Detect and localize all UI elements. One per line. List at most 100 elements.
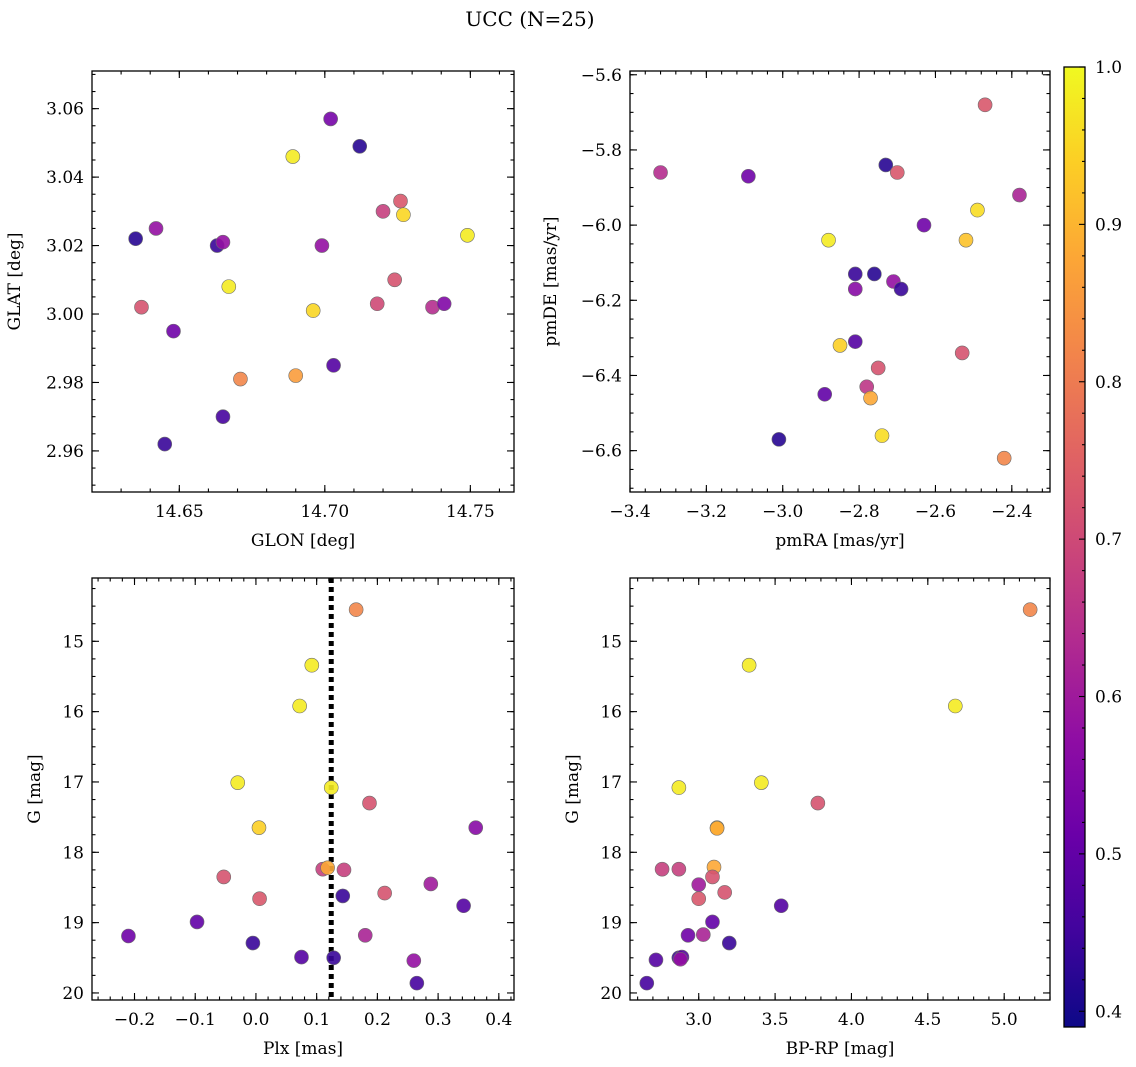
colorbar-gradient <box>1064 67 1085 1027</box>
data-point <box>436 296 452 312</box>
chart-title: UCC (N=25) <box>465 7 594 31</box>
plot-frame <box>629 70 1051 493</box>
data-point <box>977 97 993 113</box>
data-point <box>148 221 164 236</box>
data-point <box>721 935 737 951</box>
data-point <box>352 139 368 154</box>
data-point <box>948 698 963 714</box>
data-point <box>741 168 756 184</box>
data-point <box>375 204 391 219</box>
x-tick-label: 3.5 <box>762 1010 789 1030</box>
data-point <box>648 952 664 968</box>
x-axis-label: BP-RP [mag] <box>786 1039 895 1059</box>
data-point <box>323 780 339 795</box>
x-tick-label: 14.65 <box>155 502 204 522</box>
y-tick-label: 3.02 <box>46 237 84 257</box>
data-point <box>326 358 341 373</box>
data-point <box>705 869 720 885</box>
x-tick-label: −0.1 <box>175 1010 216 1030</box>
data-point <box>323 111 338 127</box>
data-point <box>717 885 732 900</box>
x-tick-label: 4.5 <box>914 1010 941 1030</box>
data-point <box>889 165 905 180</box>
y-tick-label: −6.0 <box>581 216 622 236</box>
data-point <box>406 953 422 968</box>
data-point <box>867 266 882 282</box>
panel-glon-glat: 14.65 14.70 14.75 2.96 2.98 3.00 3.02 3.04 3.06 G… <box>5 70 515 551</box>
y-tick-label: 17 <box>600 773 622 793</box>
x-axis-label: Plx [mas] <box>263 1039 343 1059</box>
data-point <box>166 323 181 339</box>
data-point <box>705 914 720 930</box>
data-point <box>377 885 392 901</box>
data-point <box>654 861 670 877</box>
y-tick-label: −6.6 <box>581 442 622 462</box>
y-axis-label: pmDE [mas/yr] <box>541 216 561 346</box>
data-point <box>817 386 833 402</box>
data-point <box>335 888 351 904</box>
data-point <box>741 657 757 673</box>
data-point <box>771 432 787 447</box>
data-point <box>304 657 320 673</box>
colorbar-tick-label: 0.8 <box>1095 373 1122 393</box>
x-tick-label: 0.0 <box>242 1010 269 1030</box>
data-point <box>773 898 789 914</box>
y-tick-label: 18 <box>600 843 622 863</box>
data-point <box>958 232 974 248</box>
data-point <box>821 232 836 248</box>
data-point <box>671 861 687 877</box>
data-point <box>673 951 688 967</box>
y-tick-label: 20 <box>600 984 622 1004</box>
x-tick-label: −3.2 <box>686 502 727 522</box>
data-point <box>1012 187 1027 203</box>
data-point <box>320 860 335 876</box>
y-tick-label: −5.8 <box>581 141 622 161</box>
data-point <box>847 334 863 349</box>
y-tick-label: 2.96 <box>46 442 84 462</box>
y-tick-label: 16 <box>62 703 84 723</box>
y-tick-label: 3.00 <box>46 305 84 325</box>
data-point <box>288 368 304 383</box>
x-tick-label: 14.70 <box>300 502 349 522</box>
data-point <box>189 914 205 930</box>
data-point <box>468 820 484 835</box>
data-point <box>874 428 890 443</box>
data-point <box>326 950 341 966</box>
plot-frame <box>629 577 1051 1001</box>
data-point <box>916 217 932 233</box>
data-point <box>216 869 232 885</box>
plot-frame <box>91 577 515 1001</box>
data-point <box>970 202 985 218</box>
data-point <box>878 157 894 173</box>
data-point <box>691 891 707 907</box>
data-point <box>230 775 246 790</box>
data-point <box>215 234 231 250</box>
data-point <box>847 281 863 297</box>
y-tick-label: 3.04 <box>46 168 84 188</box>
data-point <box>245 935 261 951</box>
data-point <box>314 238 330 253</box>
x-tick-label: −0.2 <box>114 1010 155 1030</box>
data-point <box>1022 602 1038 617</box>
x-tick-label: −2.6 <box>915 502 956 522</box>
data-point <box>252 891 267 907</box>
y-tick-label: 2.98 <box>46 373 84 393</box>
data-point <box>709 821 725 836</box>
y-tick-label: −6.2 <box>581 291 622 311</box>
data-point <box>215 409 231 424</box>
panel-bprp-g: 3.0 3.5 4.0 4.5 5.0 15 16 17 18 19 20 BP-RP [mag] G … <box>563 577 1051 1059</box>
x-tick-label: 0.4 <box>485 1010 512 1030</box>
colorbar-tick-label: 0.5 <box>1095 845 1122 865</box>
y-tick-label: 19 <box>600 914 622 934</box>
data-point <box>456 898 471 914</box>
data-point <box>863 390 878 406</box>
y-tick-label: 18 <box>62 843 84 863</box>
panel-pmra-pmde: −3.4 −3.2 −3.0 −2.8 −2.6 −2.4 −6.6 −6.4 −6.2 −6.0… <box>541 66 1051 551</box>
x-tick-label: 3.0 <box>685 1010 712 1030</box>
data-point <box>348 602 364 617</box>
data-point <box>653 165 668 180</box>
data-point <box>369 296 385 312</box>
data-point <box>305 303 321 318</box>
y-axis-label: G [mag] <box>25 754 45 823</box>
data-point <box>832 338 848 353</box>
